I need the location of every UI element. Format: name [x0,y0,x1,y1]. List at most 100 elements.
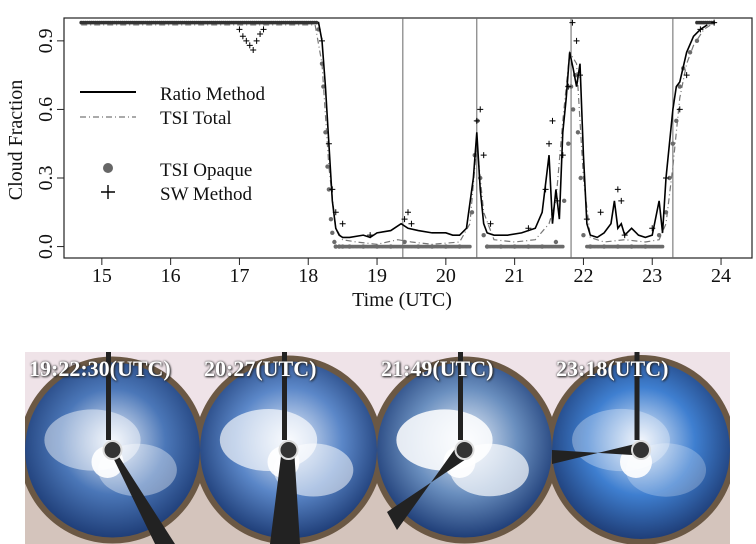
point-sw-method [559,152,566,159]
point-sw-method [573,37,580,44]
x-axis-label: Time (UTC) [352,289,452,311]
point-tsi-opaque [323,130,328,135]
point-sw-method [319,37,325,44]
point-sw-method [246,42,253,49]
point-sw-method [332,209,339,216]
point-tsi-opaque [561,198,567,204]
y-tick-label: 0.9 [35,28,57,53]
point-tsi-opaque [687,50,693,55]
point-sw-method [554,197,561,204]
point-sw-method [401,216,408,223]
legend-label-tsi-opaque: TSI Opaque [160,160,252,181]
point-sw-method [649,225,656,232]
point-sw-method [546,140,553,147]
point-tsi-opaque [469,210,475,215]
cloud-fraction-chart: 15 16 17 18 19 20 21 22 23 24 0.0 0.3 0.6 0.9 Ratio … [5,17,753,311]
point-sw-method [477,106,484,113]
point-sw-method [621,232,628,239]
series-layer [79,19,718,249]
point-tsi-opaque [670,141,676,146]
sky-photo: 21:49(UTC) [377,352,552,544]
photo-timestamp: 20:27(UTC) [204,356,317,381]
x-tick-label: 18 [298,265,318,287]
sky-image [25,352,200,544]
point-tsi-opaque [575,130,581,135]
plot-border [63,17,753,259]
point-tsi-opaque [674,118,679,124]
x-tick-label: 21 [505,265,525,287]
point-tsi-opaque [468,244,472,249]
point-tsi-opaque [663,210,669,215]
point-sw-method [257,31,264,37]
photo-timestamp: 21:49(UTC) [381,356,494,381]
point-sw-method [618,197,625,204]
point-sw-method [583,216,590,223]
point-sw-method [239,33,246,40]
legend: Ratio Method TSI Total TSI Opaque SW Method [80,84,266,205]
x-tick-label: 17 [229,265,249,287]
point-tsi-opaque [694,38,700,44]
legend-label-tsi-total: TSI Total [160,108,232,129]
point-tsi-opaque [581,232,586,238]
point-tsi-opaque [321,84,326,89]
legend-swatch-sw-method [101,185,115,199]
y-tick-label: 0.3 [35,166,57,191]
sky-image [200,352,377,544]
point-sw-method [614,186,621,193]
y-tick-label: 0.6 [35,97,57,122]
point-tsi-opaque [326,187,332,192]
point-sw-method [250,47,257,53]
point-sw-method [473,117,480,124]
point-tsi-opaque [402,239,407,245]
point-tsi-opaque [325,164,330,169]
point-tsi-opaque [328,216,334,222]
plot-frame [63,17,753,259]
x-tick-label: 15 [92,265,112,287]
point-sw-method [325,140,332,147]
point-sw-method [408,220,415,227]
point-tsi-opaque [330,230,335,236]
point-tsi-opaque [578,175,583,181]
point-tsi-opaque [332,239,337,245]
point-sw-method [697,26,704,33]
sky-photo: 19:22:30(UTC) [25,352,200,544]
point-tsi-opaque [566,141,571,146]
x-axis-ticks: 15 16 17 18 19 20 21 22 23 24 [92,258,731,287]
y-axis-label: Cloud Fraction [5,80,27,201]
point-sw-method [367,232,374,239]
point-sw-method [525,225,532,232]
sky-photo: 20:27(UTC) [200,352,377,544]
point-sw-method [676,106,683,113]
x-tick-label: 19 [367,265,387,287]
point-tsi-opaque [656,232,662,238]
y-axis-ticks: 0.0 0.3 0.6 0.9 [35,28,64,259]
sky-image [377,352,552,544]
sky-image [552,352,730,544]
point-sw-method [683,72,690,79]
point-sw-method [542,186,549,193]
point-sw-method [577,72,583,79]
point-sw-method [329,186,336,193]
point-tsi-opaque [570,107,576,112]
point-sw-method [711,19,718,26]
x-tick-label: 20 [436,265,456,287]
point-tsi-opaque [553,239,559,245]
point-sw-method [663,175,669,181]
point-sw-method [569,19,576,26]
point-tsi-opaque [677,84,682,89]
point-tsi-opaque [667,175,672,181]
point-sw-method [597,209,604,216]
point-tsi-opaque [333,244,338,249]
point-sw-method [487,220,494,227]
photo-timestamp: 23:18(UTC) [556,356,669,381]
point-sw-method [339,220,346,227]
point-sw-method [549,117,556,124]
legend-label-ratio: Ratio Method [160,84,266,105]
point-sw-method [236,26,243,33]
point-sw-method [253,37,260,44]
sky-photo: 23:18(UTC) [552,352,730,544]
series-line-tsi-total [81,24,712,245]
point-tsi-opaque [561,244,565,249]
legend-swatch-tsi-opaque [103,163,113,173]
point-sw-method [405,209,411,216]
